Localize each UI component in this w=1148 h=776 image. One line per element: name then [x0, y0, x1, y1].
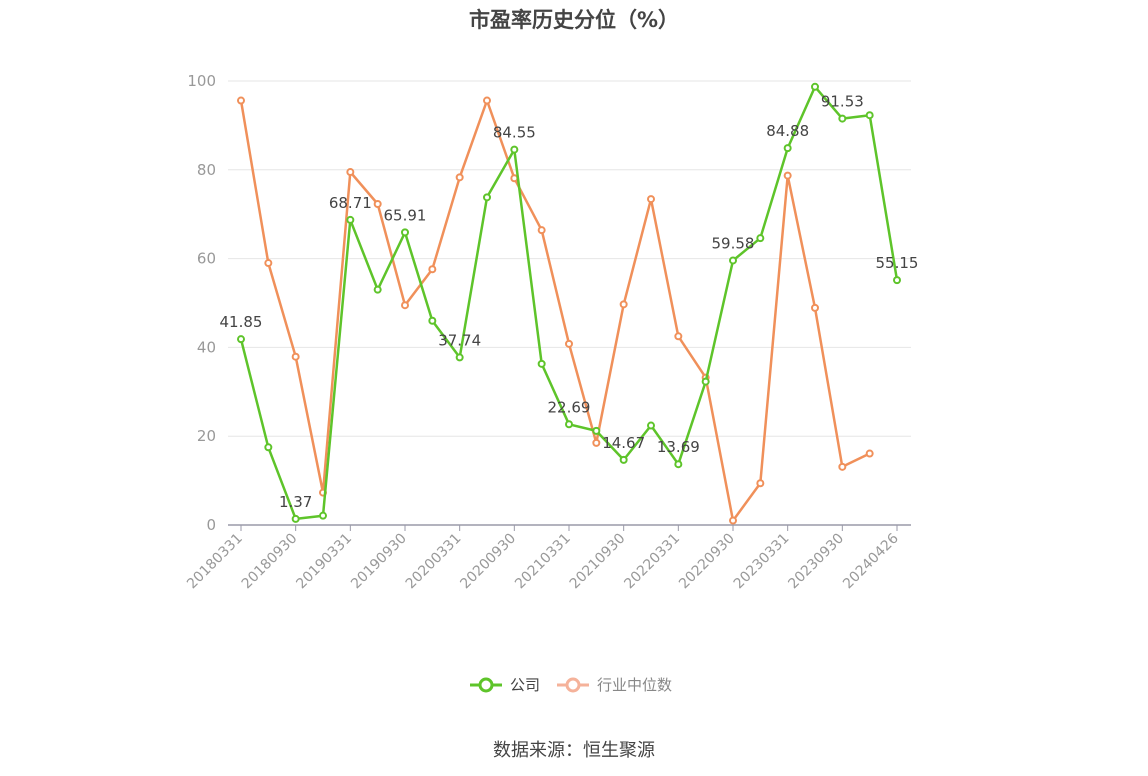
data-point-industry — [373, 199, 382, 208]
chart-title: 市盈率历史分位（%） — [468, 8, 680, 32]
data-point-industry — [729, 516, 737, 525]
y-tick-label: 0 — [206, 516, 216, 534]
data-point-company — [428, 316, 437, 325]
data-point-company — [893, 276, 901, 285]
data-point-company — [483, 193, 491, 202]
data-point-company — [291, 514, 300, 523]
data-point-company — [401, 228, 409, 237]
data-point-company — [592, 426, 601, 435]
data-label: 22.69 — [548, 398, 591, 416]
y-tick-label: 40 — [197, 338, 216, 356]
data-label: 84.88 — [766, 122, 809, 140]
data-point-company — [647, 421, 655, 430]
data-label: 41.85 — [220, 313, 263, 331]
data-label: 68.71 — [329, 194, 372, 212]
y-tick-label: 60 — [197, 250, 216, 268]
x-tick-label: 20220331 — [621, 531, 683, 593]
data-point-industry — [346, 168, 355, 177]
data-point-company — [346, 215, 355, 224]
data-point-industry — [455, 173, 464, 182]
data-point-industry — [428, 265, 437, 274]
x-tick-label: 20220930 — [676, 531, 738, 593]
data-point-industry — [264, 259, 273, 268]
data-label: 1.37 — [279, 493, 312, 511]
x-tick-label: 20180331 — [184, 531, 246, 593]
data-point-industry — [647, 195, 655, 204]
data-label: 14.67 — [602, 434, 645, 452]
x-tick-label: 20230930 — [785, 531, 847, 593]
data-point-industry — [510, 174, 519, 183]
legend-company-label: 公司 — [510, 676, 540, 694]
x-tick-label: 20200331 — [403, 531, 465, 593]
series-lines — [237, 82, 901, 525]
data-point-company — [565, 420, 573, 429]
series-line-industry — [239, 99, 871, 522]
data-point-company — [701, 377, 710, 386]
data-labels: 41.85 1.37 68.71 65.91 37.74 84.55 22.69 14.67 1… — [220, 93, 919, 511]
legend-industry-label: 行业中位数 — [597, 676, 672, 694]
data-point-industry — [811, 303, 819, 312]
data-point-company — [674, 460, 683, 469]
y-tick-label: 20 — [197, 427, 216, 445]
data-point-company — [373, 285, 382, 294]
data-point-industry — [565, 339, 573, 348]
data-point-company — [237, 335, 245, 344]
x-tick-label: 20210930 — [567, 531, 629, 593]
data-point-company — [756, 234, 765, 243]
data-label: 65.91 — [384, 206, 427, 224]
legend-item-industry[interactable]: 行业中位数 — [557, 676, 672, 694]
data-point-company — [319, 511, 327, 520]
data-point-industry — [401, 301, 409, 310]
data-point-company — [838, 114, 847, 123]
data-point-company — [455, 353, 464, 362]
data-point-company — [865, 111, 874, 120]
data-point-company — [510, 145, 519, 154]
legend-item-company[interactable]: 公司 — [470, 676, 540, 694]
data-label: 55.15 — [876, 254, 919, 272]
data-point-industry — [237, 96, 245, 105]
legend[interactable]: 公司 行业中位数 — [470, 676, 672, 694]
data-point-industry — [674, 332, 683, 341]
x-tick-label: 20190331 — [293, 531, 355, 593]
x-tick-label: 20210331 — [512, 531, 574, 593]
data-label: 91.53 — [821, 93, 864, 111]
data-point-company — [811, 82, 819, 91]
y-tick-label: 80 — [197, 161, 216, 179]
data-point-industry — [838, 462, 847, 471]
x-tick-label: 20240426 — [840, 530, 902, 592]
x-tick-label: 20190930 — [348, 531, 410, 593]
data-source: 数据来源：恒生聚源 — [493, 740, 655, 761]
data-point-industry — [865, 449, 874, 458]
data-point-industry — [483, 96, 491, 105]
legend-industry-marker — [565, 677, 581, 693]
data-point-company — [783, 144, 792, 153]
legend-company-marker — [478, 677, 494, 693]
data-point-company — [729, 256, 737, 265]
data-point-company — [537, 359, 546, 368]
data-label: 84.55 — [493, 124, 536, 142]
data-point-industry — [537, 226, 546, 235]
data-point-company — [619, 455, 628, 464]
data-label: 13.69 — [657, 438, 700, 456]
data-point-industry — [592, 438, 601, 447]
x-tick-label: 20200930 — [457, 531, 519, 593]
data-point-industry — [619, 300, 628, 309]
data-point-company — [264, 443, 273, 452]
data-point-industry — [291, 352, 300, 361]
data-point-industry — [756, 479, 765, 488]
data-label: 59.58 — [712, 234, 755, 252]
data-label: 37.74 — [438, 331, 481, 349]
x-tick-label: 20180930 — [239, 531, 301, 593]
x-tick-label: 20230331 — [731, 531, 793, 593]
y-tick-label: 100 — [187, 72, 216, 90]
data-point-industry — [783, 171, 792, 180]
